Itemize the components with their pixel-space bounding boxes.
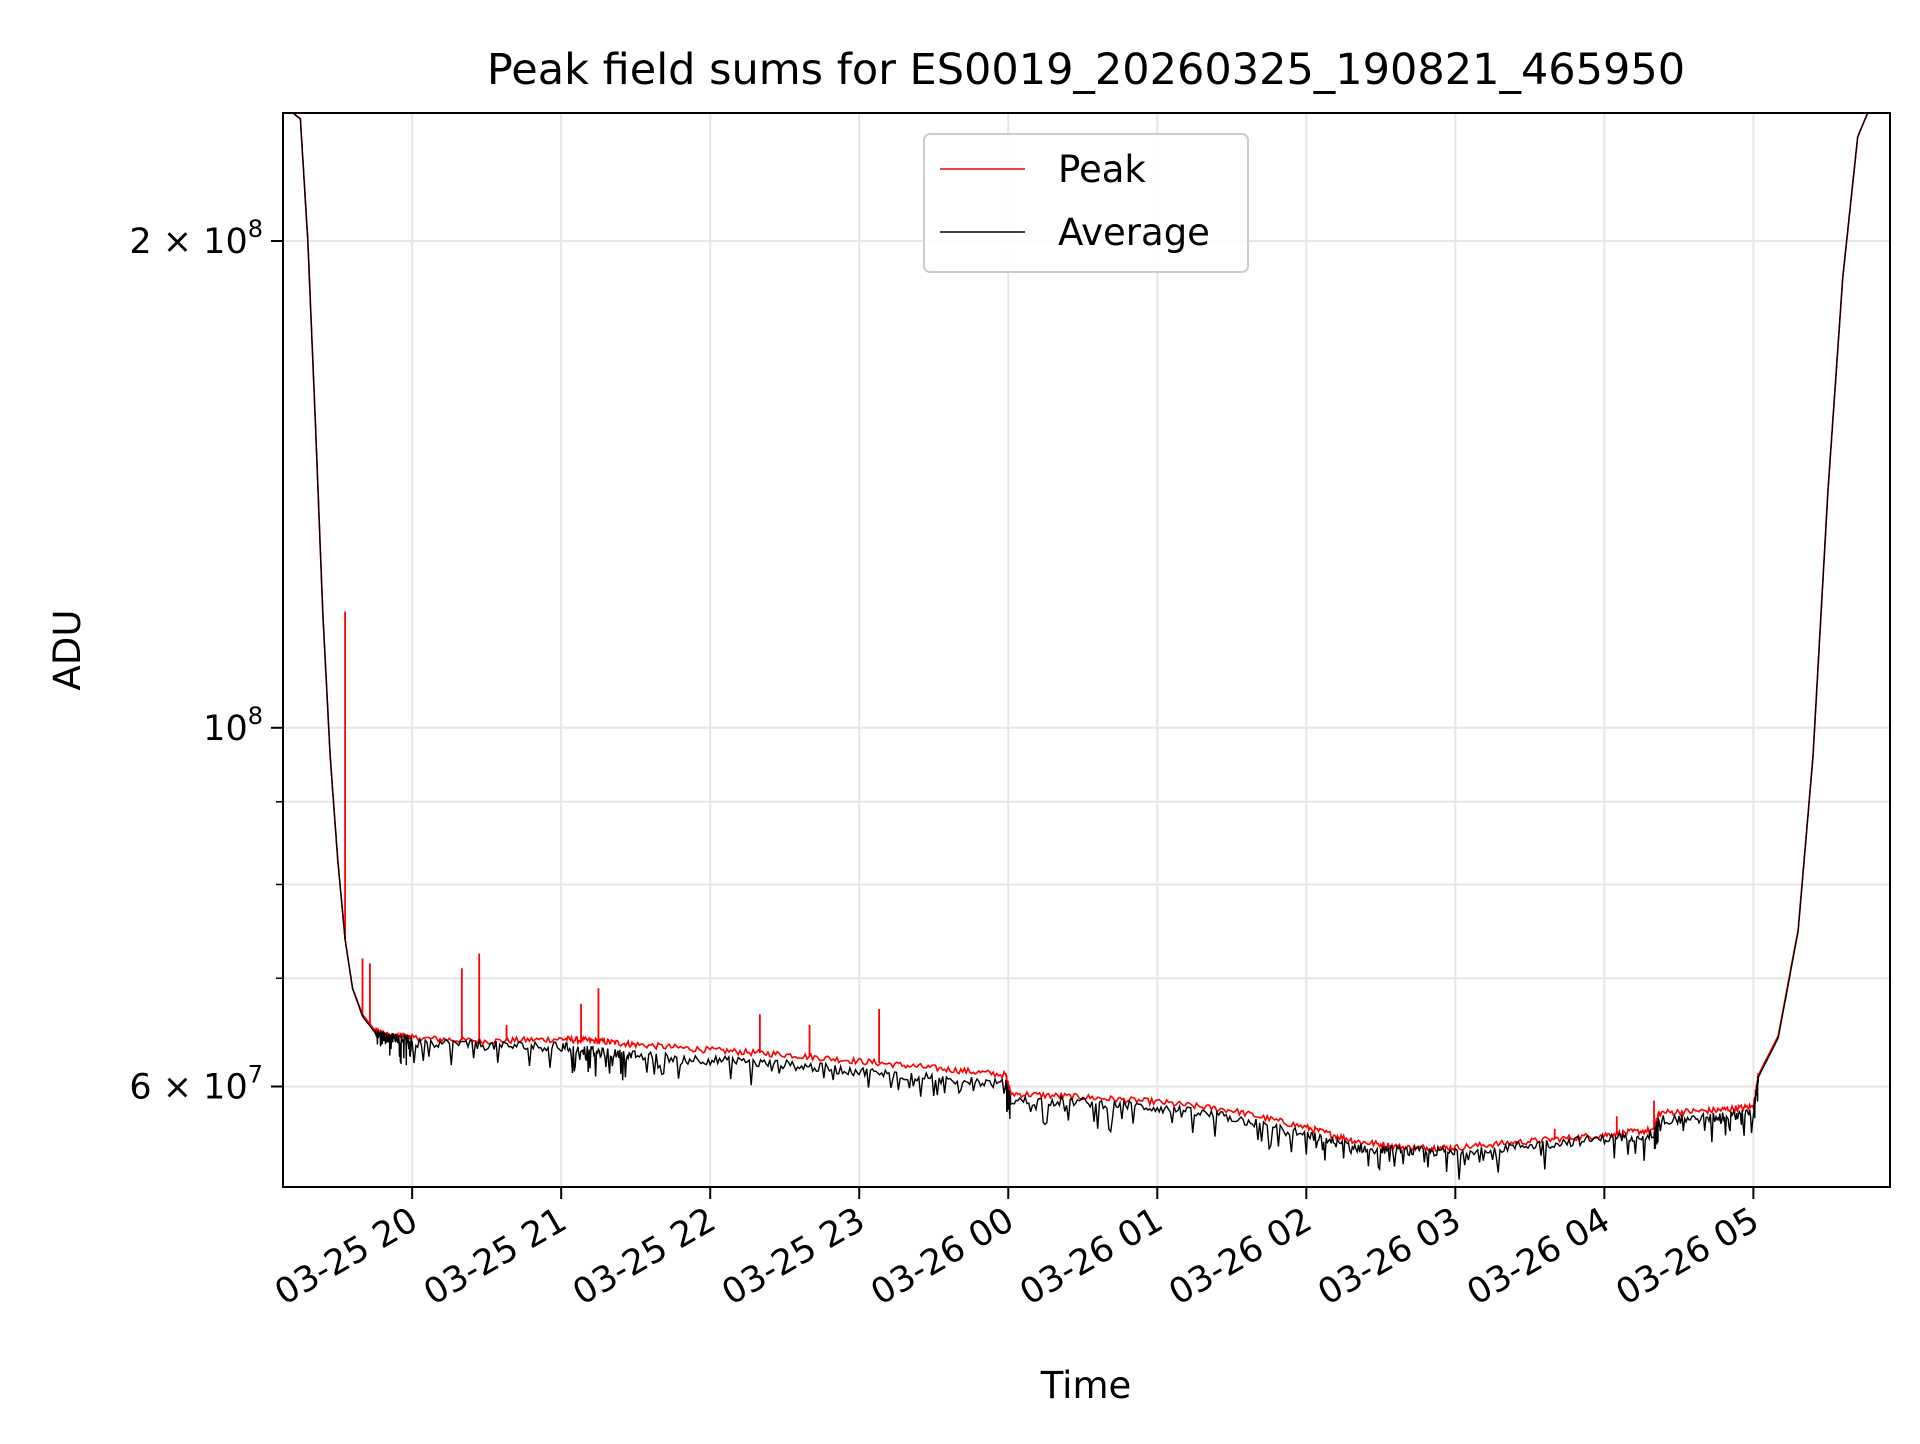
plot-lines: [283, 113, 1890, 1180]
plot-frame: [282, 112, 1891, 1188]
x-axis-label: Time: [1040, 1364, 1132, 1407]
series-line-average: [283, 113, 1890, 1180]
y-axis-ticks: 108 2 × 108 6 × 107: [129, 215, 283, 1108]
y-tick-label: 6 × 107: [129, 1061, 263, 1108]
legend-label-peak: Peak: [1058, 148, 1146, 191]
chart-title: Peak field sums for ES0019_20260325_1908…: [487, 45, 1685, 95]
y-tick-label: 2 × 108: [129, 215, 263, 262]
legend-label-average: Average: [1058, 211, 1210, 254]
grid: [283, 113, 1890, 1187]
y-axis-label: ADU: [46, 610, 89, 691]
y-tick-label: 108: [203, 702, 263, 749]
legend: Peak Average: [923, 133, 1249, 273]
